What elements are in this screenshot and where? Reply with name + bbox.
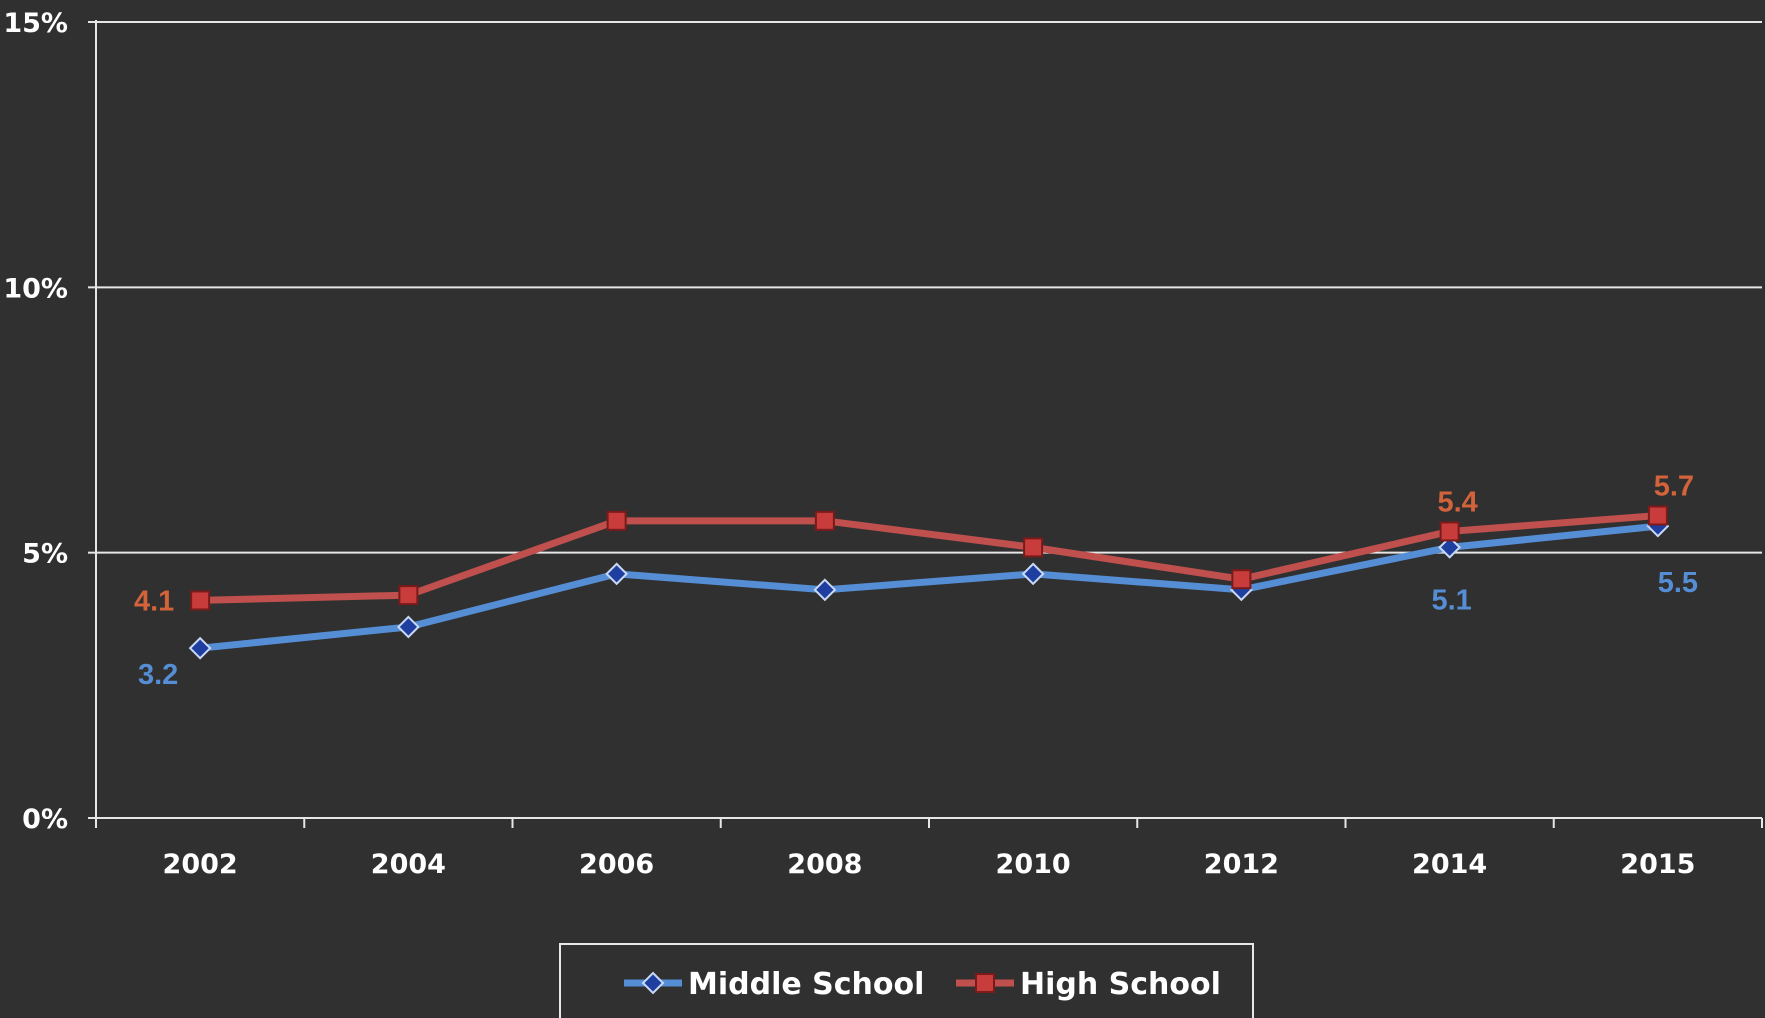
data-point xyxy=(1647,505,1668,526)
y-tick-label: 10% xyxy=(3,273,68,304)
legend-marker xyxy=(975,973,995,993)
x-tick-label: 2012 xyxy=(1204,849,1279,880)
x-tick-label: 2014 xyxy=(1412,849,1487,880)
x-tick-label: 2006 xyxy=(579,849,654,880)
data-point xyxy=(1023,537,1044,558)
data-point xyxy=(1231,569,1252,590)
axes xyxy=(88,20,1763,828)
data-label: 5.1 xyxy=(1431,584,1471,616)
legend-label: Middle School xyxy=(688,967,924,1002)
series-line xyxy=(200,512,1659,604)
data-point xyxy=(814,510,835,531)
y-tick-label: 0% xyxy=(22,804,68,835)
series-layer xyxy=(188,505,1670,660)
gridlines xyxy=(96,21,1762,554)
x-tick-label: 2015 xyxy=(1620,849,1695,880)
legend-label: High School xyxy=(1020,967,1221,1002)
x-tick-label: 2002 xyxy=(163,849,238,880)
legend: Middle School High School xyxy=(559,943,1254,1018)
y-tick-label: 5% xyxy=(22,539,68,570)
x-tick-label: 2004 xyxy=(371,849,446,880)
x-tick-label: 2008 xyxy=(787,849,862,880)
data-point xyxy=(1438,535,1462,559)
legend-entry: High School xyxy=(956,967,1221,1002)
data-point xyxy=(188,636,212,660)
data-point xyxy=(813,578,837,602)
data-label: 5.5 xyxy=(1658,567,1698,599)
legend-marker xyxy=(641,971,665,995)
series-middle-school xyxy=(188,514,1670,660)
y-axis-tick-labels: 0% 5% 10% 15% xyxy=(3,8,68,835)
data-point xyxy=(190,590,211,611)
data-label: 5.7 xyxy=(1654,471,1694,503)
y-tick-label: 15% xyxy=(3,8,68,39)
series-line xyxy=(199,522,1659,652)
data-labels: 3.2 5.1 5.5 4.1 5.4 5.7 xyxy=(134,471,1698,692)
data-point xyxy=(1439,521,1460,542)
series-high-school xyxy=(190,505,1668,611)
data-label: 3.2 xyxy=(138,659,178,691)
data-label: 5.4 xyxy=(1437,486,1477,518)
data-point xyxy=(398,585,419,606)
data-point xyxy=(605,562,629,586)
data-label: 4.1 xyxy=(134,585,174,617)
x-axis-tick-labels: 2002 2004 2006 2008 2010 2012 2014 2015 xyxy=(163,849,1696,880)
data-point xyxy=(396,615,420,639)
data-point xyxy=(1021,562,1045,586)
legend-entry: Middle School xyxy=(624,967,924,1002)
x-tick-label: 2010 xyxy=(996,849,1071,880)
data-point xyxy=(606,510,627,531)
